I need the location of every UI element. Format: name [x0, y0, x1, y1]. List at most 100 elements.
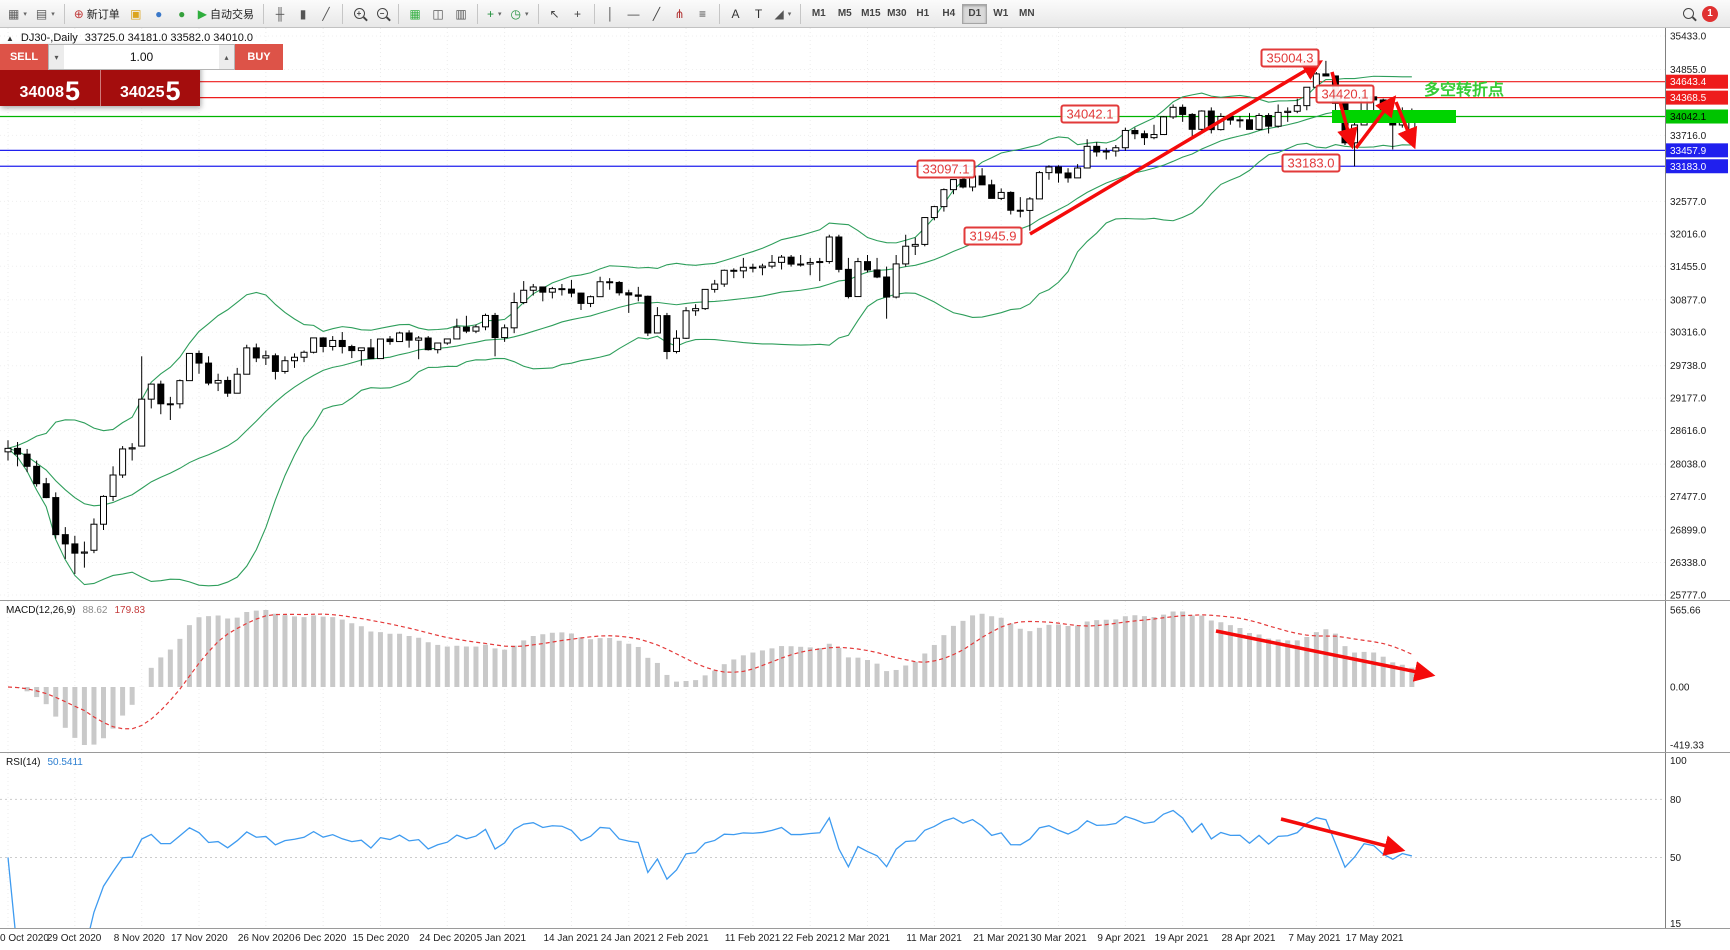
sell-button[interactable]: SELL [0, 44, 48, 70]
new-order-button[interactable]: ⊕ 新订单 [70, 3, 124, 25]
search-icon[interactable] [1683, 8, 1694, 19]
channel-button[interactable]: ≡ [692, 3, 714, 25]
fibonacci-button[interactable]: ⋔ [669, 3, 691, 25]
trendline-button[interactable]: ╱ [646, 3, 668, 25]
grid [7, 601, 1375, 752]
cursor-button[interactable]: ↖ [544, 3, 566, 25]
candlestick-mode-button[interactable]: ▮ [292, 3, 314, 25]
cascade-windows-button[interactable]: ▥ [450, 3, 472, 25]
macd-signal-line [7, 613, 1413, 730]
sell-price[interactable]: 34008 5 [0, 70, 101, 106]
buy-price-int: 34025 [119, 84, 165, 101]
line-chart-mode-icon: ╱ [322, 6, 330, 21]
svg-text:32016.0: 32016.0 [1670, 229, 1707, 240]
svg-text:29738.0: 29738.0 [1670, 361, 1707, 372]
info-button[interactable]: ● [171, 3, 193, 25]
label-button[interactable]: T [748, 3, 770, 25]
cascade-windows-icon: ▥ [455, 6, 467, 21]
zoom-out-button[interactable]: − [371, 3, 393, 25]
date-label: 17 Nov 2020 [171, 933, 228, 944]
vertical-line-button[interactable]: │ [600, 3, 622, 25]
text-button[interactable]: A [725, 3, 747, 25]
notification-badge[interactable]: 1 [1702, 5, 1718, 22]
svg-text:29177.0: 29177.0 [1670, 394, 1707, 405]
toolbar-separator [800, 3, 802, 24]
fibonacci-icon: ⋔ [674, 6, 685, 21]
horizontal-price-lines[interactable] [0, 81, 1665, 167]
timeframe-d1[interactable]: D1 [962, 3, 988, 24]
profiles-button[interactable]: ▤ ▾ [32, 3, 59, 25]
macd-trend-arrow[interactable] [1215, 629, 1436, 682]
rsi-panel: 100 80 50 15 RSI(14) 50.5411 [0, 752, 1730, 928]
volume-input[interactable] [64, 45, 219, 69]
timeframe-m5[interactable]: M5 [832, 4, 857, 24]
svg-text:33716.0: 33716.0 [1670, 131, 1707, 142]
timeframe-m30[interactable]: M30 [884, 4, 909, 24]
bar-chart-mode-icon: ╫ [275, 6, 285, 21]
indicators-add-button[interactable]: + ▾ [483, 3, 506, 25]
date-label: 2 Mar 2021 [839, 933, 891, 944]
cycles-button[interactable]: ◷ ▾ [507, 3, 533, 25]
rsi-trend-arrow[interactable] [1280, 817, 1406, 856]
dropdown-caret-icon: ▾ [498, 10, 502, 18]
grid-button[interactable]: ▦ [404, 3, 426, 25]
tile-windows-button[interactable]: ◫ [427, 3, 449, 25]
depth-of-market-button[interactable]: ▣ [125, 3, 147, 25]
volume-increase-button[interactable]: ▴ [219, 45, 234, 69]
svg-text:565.66: 565.66 [1670, 606, 1701, 617]
timeframe-w1[interactable]: W1 [988, 4, 1013, 24]
tile-windows-icon: ◫ [432, 6, 444, 21]
macd-label: MACD(12,26,9) 88.62 179.83 [6, 605, 145, 616]
dropdown-caret-icon: ▾ [525, 10, 529, 18]
new-chart-button[interactable]: ▦ ▾ [4, 3, 31, 25]
profiles-icon: ▤ [35, 6, 48, 21]
toolbar-separator [342, 3, 344, 24]
bar-chart-mode-button[interactable]: ╫ [269, 3, 291, 25]
shapes-button[interactable]: ◢ ▾ [771, 3, 796, 25]
svg-text:50: 50 [1670, 853, 1682, 864]
cycles-icon: ◷ [510, 6, 522, 21]
date-label: 24 Jan 2021 [600, 933, 656, 944]
new-order-button-label: 新订单 [86, 8, 120, 21]
trade-widget-prices: 34008 5 34025 5 [0, 70, 200, 106]
channel-icon: ≡ [699, 6, 707, 21]
buy-price[interactable]: 34025 5 [101, 70, 201, 106]
toolbar-separator [398, 3, 400, 24]
svg-text:35433.0: 35433.0 [1670, 31, 1707, 42]
price-axis: 35433.0 34855.0 33716.0 32577.0 32016.0 31455… [1665, 28, 1728, 600]
svg-text:28616.0: 28616.0 [1670, 426, 1707, 437]
grid [0, 28, 1665, 600]
support-zone-highlight[interactable] [1332, 110, 1456, 123]
svg-text:80: 80 [1670, 795, 1682, 806]
volume-decrease-button[interactable]: ▾ [49, 45, 64, 69]
line-chart-mode-button[interactable]: ╱ [315, 3, 337, 25]
timeframe-h4[interactable]: H4 [936, 4, 961, 24]
candlestick-chart: 35433.0 34855.0 33716.0 32577.0 32016.0 31455… [0, 28, 1728, 600]
crosshair-button[interactable]: + [567, 3, 589, 25]
rsi-line [7, 809, 1413, 928]
macd-panel: 565.66 0.00 -419.33 MACD(12,26,9) 88.62 17… [0, 600, 1730, 752]
timeframe-h1[interactable]: H1 [910, 4, 935, 24]
svg-text:25777.0: 25777.0 [1670, 591, 1707, 600]
horizontal-line-button[interactable]: — [623, 3, 645, 25]
svg-text:34643.4: 34643.4 [1670, 77, 1707, 88]
timeframe-mn[interactable]: MN [1014, 4, 1039, 24]
date-label: 29 Oct 2020 [46, 933, 102, 944]
buy-button[interactable]: BUY [235, 44, 283, 70]
date-label: 30 Mar 2021 [1030, 933, 1087, 944]
timeframe-m1[interactable]: M1 [806, 4, 831, 24]
community-button[interactable]: ● [148, 3, 170, 25]
zoom-in-button[interactable]: + [348, 3, 370, 25]
volume-stepper: ▾ ▴ [48, 44, 235, 70]
rsi-axis: 100 80 50 15 [1665, 753, 1687, 928]
timeframe-m15[interactable]: M15 [858, 4, 883, 24]
macd-axis: 565.66 0.00 -419.33 [1665, 601, 1704, 752]
rsi-name: RSI(14) [6, 757, 41, 768]
new-chart-icon: ▦ [8, 6, 20, 21]
svg-text:100: 100 [1670, 756, 1687, 767]
date-label: 21 Mar 2021 [973, 933, 1030, 944]
crosshair-icon: + [574, 6, 582, 21]
autotrading-button[interactable]: ▶ 自动交易 [194, 3, 258, 25]
info-icon: ● [178, 6, 186, 21]
